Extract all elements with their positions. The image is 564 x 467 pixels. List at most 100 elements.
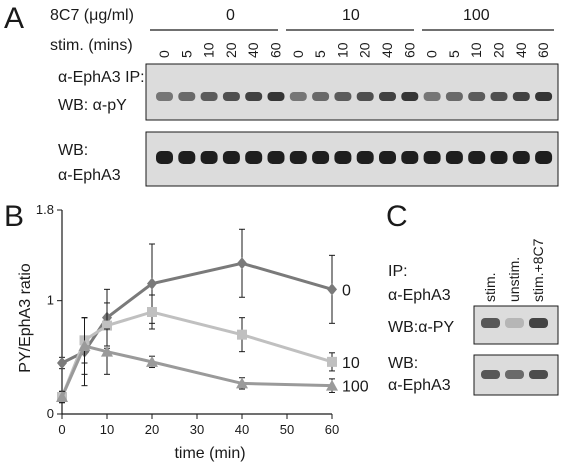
dose-label: 8C7 (μg/ml) (50, 7, 134, 24)
EphA3-band (535, 151, 553, 164)
timepoint-label: 0 (424, 50, 440, 58)
pY-band (312, 92, 330, 101)
x-tick-label: 0 (58, 422, 65, 437)
wb-epha3-label-1: WB: (388, 355, 418, 372)
blot-bottom-label-2: α-EphA3 (58, 167, 121, 184)
blot-pY (145, 63, 559, 121)
data-point (147, 277, 157, 290)
timepoint-label: 5 (446, 50, 462, 58)
blot-pY-bands (156, 92, 553, 101)
panel-c-lane-label: stim. (482, 272, 498, 302)
blot-top-label-1: α-EphA3 IP: (58, 69, 145, 86)
stim-label: stim. (mins) (50, 37, 133, 54)
timepoint-label: 10 (334, 42, 350, 58)
EphA3-band (245, 151, 263, 164)
data-point (101, 345, 113, 357)
EphA3-band (200, 151, 218, 164)
y-tick-label: 1.8 (36, 202, 54, 217)
blot-top-label-2: WB: α-pY (58, 97, 127, 114)
panel-letter-c: C (386, 200, 408, 233)
series-100-line (60, 344, 333, 398)
blot-bottom-label-1: WB: (58, 142, 88, 159)
series-0-label: 0 (342, 282, 351, 299)
pY-band (535, 92, 553, 101)
x-tick-label: 10 (100, 422, 114, 437)
dose-100: 100 (463, 7, 490, 24)
data-point (237, 257, 247, 270)
c-epha3-band (481, 370, 500, 379)
series-0: 0 (57, 228, 351, 387)
data-point (326, 379, 338, 391)
timepoint-label: 5 (312, 50, 328, 58)
data-point (78, 340, 91, 351)
pY-band (468, 92, 486, 101)
timepoint-label: 60 (268, 42, 284, 58)
panel-c: C IP: α-EphA3 stim. unstim. stim.+8C7 WB:α… (386, 200, 559, 396)
timepoint-label: 0 (156, 50, 172, 58)
timepoint-label: 40 (245, 42, 261, 58)
x-tick-label: 60 (325, 422, 339, 437)
x-tick-label: 30 (190, 422, 204, 437)
c-epha3-band (529, 370, 548, 379)
series-0-line (61, 261, 333, 365)
data-point (327, 283, 337, 296)
series-100-label: 100 (342, 379, 369, 396)
EphA3-band (490, 151, 508, 164)
timepoint-label: 60 (535, 42, 551, 58)
c-py-band (481, 318, 500, 328)
EphA3-band (401, 151, 419, 164)
x-tick-label: 20 (145, 422, 159, 437)
pY-band (289, 92, 307, 101)
EphA3-band (512, 151, 530, 164)
panel-letter-a: A (4, 2, 24, 35)
pY-band (356, 92, 374, 101)
blot-EphA3-bands (156, 151, 553, 164)
EphA3-band (445, 151, 463, 164)
series-100: 100 (56, 317, 369, 404)
EphA3-band (312, 151, 330, 164)
EphA3-band (356, 151, 374, 164)
ip-label-2: α-EphA3 (388, 287, 451, 304)
panel-c-lane-labels: stim. unstim. stim.+8C7 (482, 238, 546, 302)
EphA3-band (334, 151, 352, 164)
pY-band (490, 92, 508, 101)
data-point (237, 329, 247, 340)
pY-band (156, 92, 173, 101)
data-point (102, 320, 112, 331)
EphA3-band (379, 151, 396, 164)
pY-band (267, 92, 285, 101)
y-axis-title: PY/EphA3 ratio (17, 263, 34, 373)
wb-py-label: WB:α-PY (388, 319, 454, 336)
pY-band (423, 92, 441, 101)
panel-a: A 8C7 (μg/ml) 0 10 100 stim. (mins) 0 5 10… (4, 2, 559, 187)
c-py-band (529, 318, 548, 328)
dose-10: 10 (342, 7, 360, 24)
blot-c-epha3-bands (481, 370, 548, 379)
pY-band (200, 92, 218, 101)
EphA3-band (289, 151, 307, 164)
x-tick-label: 40 (235, 422, 249, 437)
panel-c-lane-label: unstim. (506, 257, 522, 302)
pY-band (334, 92, 352, 101)
timepoint-labels: 0 5 10 20 40 60 0 5 10 20 40 60 0 5 10 20 40 60 (156, 42, 551, 58)
timepoint-label: 40 (513, 42, 529, 58)
timepoint-label: 0 (290, 50, 306, 58)
ip-label-1: IP: (388, 263, 408, 280)
timepoint-label: 40 (379, 42, 395, 58)
wb-epha3-label-2: α-EphA3 (388, 377, 451, 394)
data-point (236, 377, 248, 389)
blot-c-py-bands (481, 318, 548, 328)
EphA3-band (468, 151, 486, 164)
EphA3-band (267, 151, 285, 164)
data-point (147, 307, 157, 317)
EphA3-band (178, 151, 196, 164)
y-tick-label: 1 (47, 293, 54, 308)
c-epha3-band (505, 370, 524, 379)
timepoint-label: 5 (178, 50, 194, 58)
timepoint-label: 20 (223, 42, 239, 58)
x-axis-title: time (min) (174, 445, 245, 462)
x-tick-label: 50 (280, 422, 294, 437)
timepoint-label: 10 (468, 42, 484, 58)
timepoint-label: 20 (357, 42, 373, 58)
panel-c-lane-label: stim.+8C7 (530, 238, 546, 302)
